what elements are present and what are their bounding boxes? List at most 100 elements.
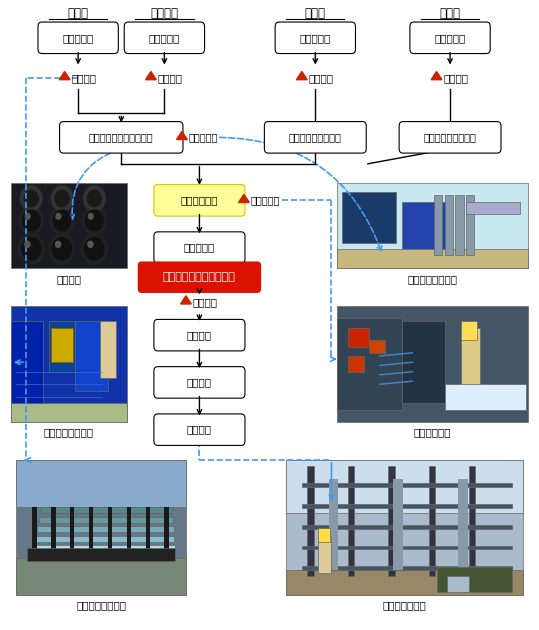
Text: スーパーフェローデッキ: スーパーフェローデッキ — [163, 272, 236, 282]
FancyBboxPatch shape — [37, 526, 174, 532]
FancyBboxPatch shape — [369, 340, 385, 353]
Circle shape — [56, 241, 61, 248]
FancyBboxPatch shape — [302, 566, 512, 570]
FancyBboxPatch shape — [461, 321, 477, 340]
Text: トラス成形ライン: トラス成形ライン — [44, 427, 94, 437]
FancyBboxPatch shape — [302, 504, 512, 508]
FancyBboxPatch shape — [11, 183, 127, 268]
Circle shape — [82, 207, 106, 234]
FancyBboxPatch shape — [402, 202, 445, 261]
FancyBboxPatch shape — [124, 22, 205, 54]
FancyBboxPatch shape — [445, 384, 526, 410]
Circle shape — [87, 190, 101, 207]
Text: 受入検査: 受入検査 — [444, 73, 468, 83]
Text: 材料受入れ: 材料受入れ — [434, 33, 466, 43]
Text: 端部材取付: 端部材取付 — [184, 243, 215, 253]
Text: 建設現場へ搬入: 建設現場へ搬入 — [382, 600, 426, 610]
Text: 製品保管: 製品保管 — [187, 377, 212, 387]
Text: 異形鉄筋: 異形鉄筋 — [56, 274, 81, 284]
FancyBboxPatch shape — [16, 460, 186, 595]
FancyBboxPatch shape — [458, 479, 468, 570]
FancyBboxPatch shape — [146, 507, 150, 561]
FancyBboxPatch shape — [108, 507, 112, 561]
FancyBboxPatch shape — [455, 195, 464, 255]
Text: 主　筋: 主 筋 — [68, 8, 88, 20]
Polygon shape — [146, 72, 156, 79]
Circle shape — [53, 210, 71, 231]
Circle shape — [19, 207, 43, 234]
Text: 溶接部検査: 溶接部検査 — [189, 132, 218, 142]
FancyBboxPatch shape — [51, 507, 56, 561]
FancyBboxPatch shape — [154, 319, 245, 351]
FancyBboxPatch shape — [138, 261, 261, 293]
FancyBboxPatch shape — [337, 249, 528, 268]
FancyBboxPatch shape — [307, 466, 314, 576]
FancyBboxPatch shape — [337, 318, 402, 410]
FancyBboxPatch shape — [466, 195, 474, 255]
FancyBboxPatch shape — [393, 479, 403, 570]
Circle shape — [85, 238, 104, 260]
Text: スポット溶接: スポット溶接 — [181, 195, 218, 205]
FancyBboxPatch shape — [348, 356, 364, 372]
FancyBboxPatch shape — [410, 22, 490, 54]
FancyBboxPatch shape — [154, 367, 245, 398]
Circle shape — [49, 234, 75, 264]
FancyBboxPatch shape — [36, 536, 174, 542]
FancyBboxPatch shape — [154, 232, 245, 263]
FancyBboxPatch shape — [51, 328, 73, 362]
Polygon shape — [296, 72, 307, 79]
Polygon shape — [59, 72, 70, 79]
Circle shape — [84, 186, 105, 211]
FancyBboxPatch shape — [337, 306, 528, 422]
Text: 受入検査: 受入検査 — [72, 73, 96, 83]
FancyBboxPatch shape — [429, 466, 435, 576]
Text: スポット溶接: スポット溶接 — [414, 427, 451, 437]
FancyBboxPatch shape — [11, 321, 43, 403]
Text: 底　板: 底 板 — [305, 8, 326, 20]
FancyBboxPatch shape — [318, 536, 331, 573]
FancyBboxPatch shape — [348, 328, 369, 347]
Circle shape — [20, 186, 42, 211]
FancyBboxPatch shape — [402, 321, 445, 403]
Circle shape — [18, 234, 44, 264]
Polygon shape — [177, 132, 188, 139]
Circle shape — [56, 214, 61, 219]
FancyBboxPatch shape — [100, 321, 116, 378]
FancyBboxPatch shape — [302, 525, 512, 529]
Text: 出　　荷: 出 荷 — [187, 425, 212, 435]
Text: 梱　　包: 梱 包 — [187, 330, 212, 340]
FancyBboxPatch shape — [286, 460, 523, 513]
Text: 受入検査: 受入検査 — [158, 73, 183, 83]
FancyBboxPatch shape — [16, 460, 186, 507]
FancyBboxPatch shape — [302, 483, 512, 487]
FancyBboxPatch shape — [39, 517, 173, 523]
FancyBboxPatch shape — [466, 202, 520, 214]
Text: 材料受入れ: 材料受入れ — [63, 33, 94, 43]
FancyBboxPatch shape — [11, 306, 127, 422]
Text: ラチス筋: ラチス筋 — [150, 8, 178, 20]
FancyBboxPatch shape — [469, 466, 475, 576]
Circle shape — [51, 186, 73, 211]
Text: 寸法切断、曲げ加工: 寸法切断、曲げ加工 — [424, 132, 476, 142]
FancyBboxPatch shape — [286, 570, 523, 595]
FancyBboxPatch shape — [437, 567, 512, 592]
Circle shape — [85, 210, 103, 231]
Circle shape — [50, 207, 74, 234]
FancyBboxPatch shape — [49, 321, 75, 372]
FancyBboxPatch shape — [59, 122, 183, 153]
FancyBboxPatch shape — [318, 528, 330, 542]
Polygon shape — [181, 296, 191, 304]
FancyBboxPatch shape — [75, 321, 108, 391]
FancyBboxPatch shape — [286, 460, 523, 595]
FancyBboxPatch shape — [434, 195, 442, 255]
FancyBboxPatch shape — [38, 22, 119, 54]
FancyBboxPatch shape — [447, 576, 469, 592]
Text: 製品検査: 製品検査 — [193, 297, 218, 307]
Text: ロールフォーミング: ロールフォーミング — [289, 132, 342, 142]
Circle shape — [25, 214, 30, 219]
FancyBboxPatch shape — [32, 554, 175, 561]
Circle shape — [25, 241, 30, 248]
Polygon shape — [238, 194, 249, 202]
FancyBboxPatch shape — [329, 479, 338, 570]
FancyBboxPatch shape — [40, 507, 172, 513]
